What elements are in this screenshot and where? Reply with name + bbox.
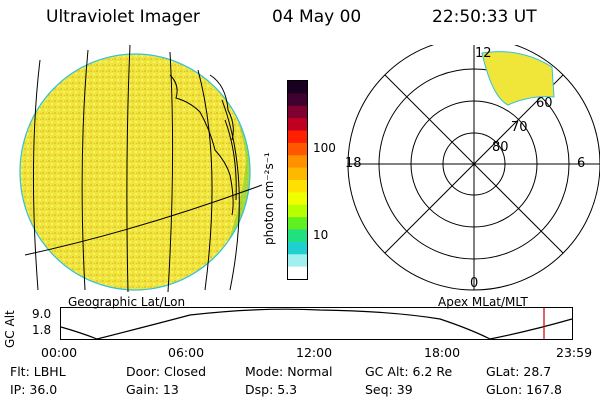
colorbar-band: [288, 217, 307, 231]
geographic-grid: [24, 44, 263, 293]
gain-value: Gain: 13: [126, 382, 179, 397]
mlat-70-label: 70: [511, 120, 528, 135]
geographic-image: [19, 44, 263, 293]
colorbar: [287, 80, 308, 280]
colorbar-band: [288, 167, 307, 181]
door-status: Door: Closed: [126, 364, 207, 379]
filter-value: Flt: LBHL: [10, 364, 66, 379]
polar-plot: [347, 45, 600, 291]
colorbar-tick-10: 10: [313, 228, 329, 242]
colorbar-band: [288, 105, 307, 119]
dsp-value: Dsp: 5.3: [245, 382, 298, 397]
colorbar-band: [288, 254, 307, 268]
colorbar-unit-label: photon cm⁻²s⁻¹: [262, 152, 276, 245]
mlat-60-label: 60: [536, 96, 553, 111]
colorbar-band: [288, 204, 307, 218]
mlt-18-label: 18: [345, 156, 362, 171]
colorbar-band: [288, 130, 307, 144]
colorbar-band: [288, 241, 307, 255]
instrument-title: Ultraviolet Imager: [46, 7, 200, 27]
altitude-curve: [60, 308, 573, 340]
colorbar-band: [288, 266, 307, 280]
date-label: 04 May 00: [272, 7, 362, 27]
colorbar-band: [288, 192, 307, 206]
sequence-value: Seq: 39: [365, 382, 413, 397]
altitude-plot: [60, 307, 573, 340]
earth-disk: [20, 54, 250, 290]
mlt-12-label: 12: [475, 46, 492, 61]
altitude-tick-1800: 18:00: [424, 345, 461, 360]
gc-altitude-value: GC Alt: 6.2 Re: [365, 364, 453, 379]
ip-value: IP: 36.0: [10, 382, 58, 397]
mode-value: Mode: Normal: [245, 364, 333, 379]
time-label: 22:50:33 UT: [432, 7, 537, 27]
altitude-tick-0600: 06:00: [168, 345, 205, 360]
colorbar-band: [288, 93, 307, 107]
altitude-tick-2359: 23:59: [556, 345, 593, 360]
mlt-6-label: 6: [577, 156, 586, 171]
colorbar-band: [288, 142, 307, 156]
altitude-tick-1200: 12:00: [296, 345, 333, 360]
colorbar-band: [288, 155, 307, 169]
right-panel-label: Apex MLat/MLT: [438, 295, 528, 309]
altitude-tick-0000: 00:00: [41, 345, 78, 360]
colorbar-band: [288, 118, 307, 132]
geographic-longitude-value: GLon: 167.8: [486, 382, 562, 397]
colorbar-band: [288, 81, 307, 94]
left-panel-label: Geographic Lat/Lon: [68, 295, 186, 309]
mlt-0-label: 0: [470, 276, 479, 291]
geographic-latitude-value: GLat: 28.7: [486, 364, 552, 379]
colorbar-band: [288, 229, 307, 243]
altitude-axis-label: GC Alt: [3, 310, 17, 348]
auroral-oval-segment: [481, 51, 555, 106]
colorbar-tick-100: 100: [313, 141, 336, 155]
altitude-ymax-label: 9.0: [32, 307, 52, 321]
mlat-80-label: 80: [492, 140, 509, 155]
colorbar-band: [288, 180, 307, 193]
altitude-ymin-label: 1.8: [32, 323, 52, 337]
